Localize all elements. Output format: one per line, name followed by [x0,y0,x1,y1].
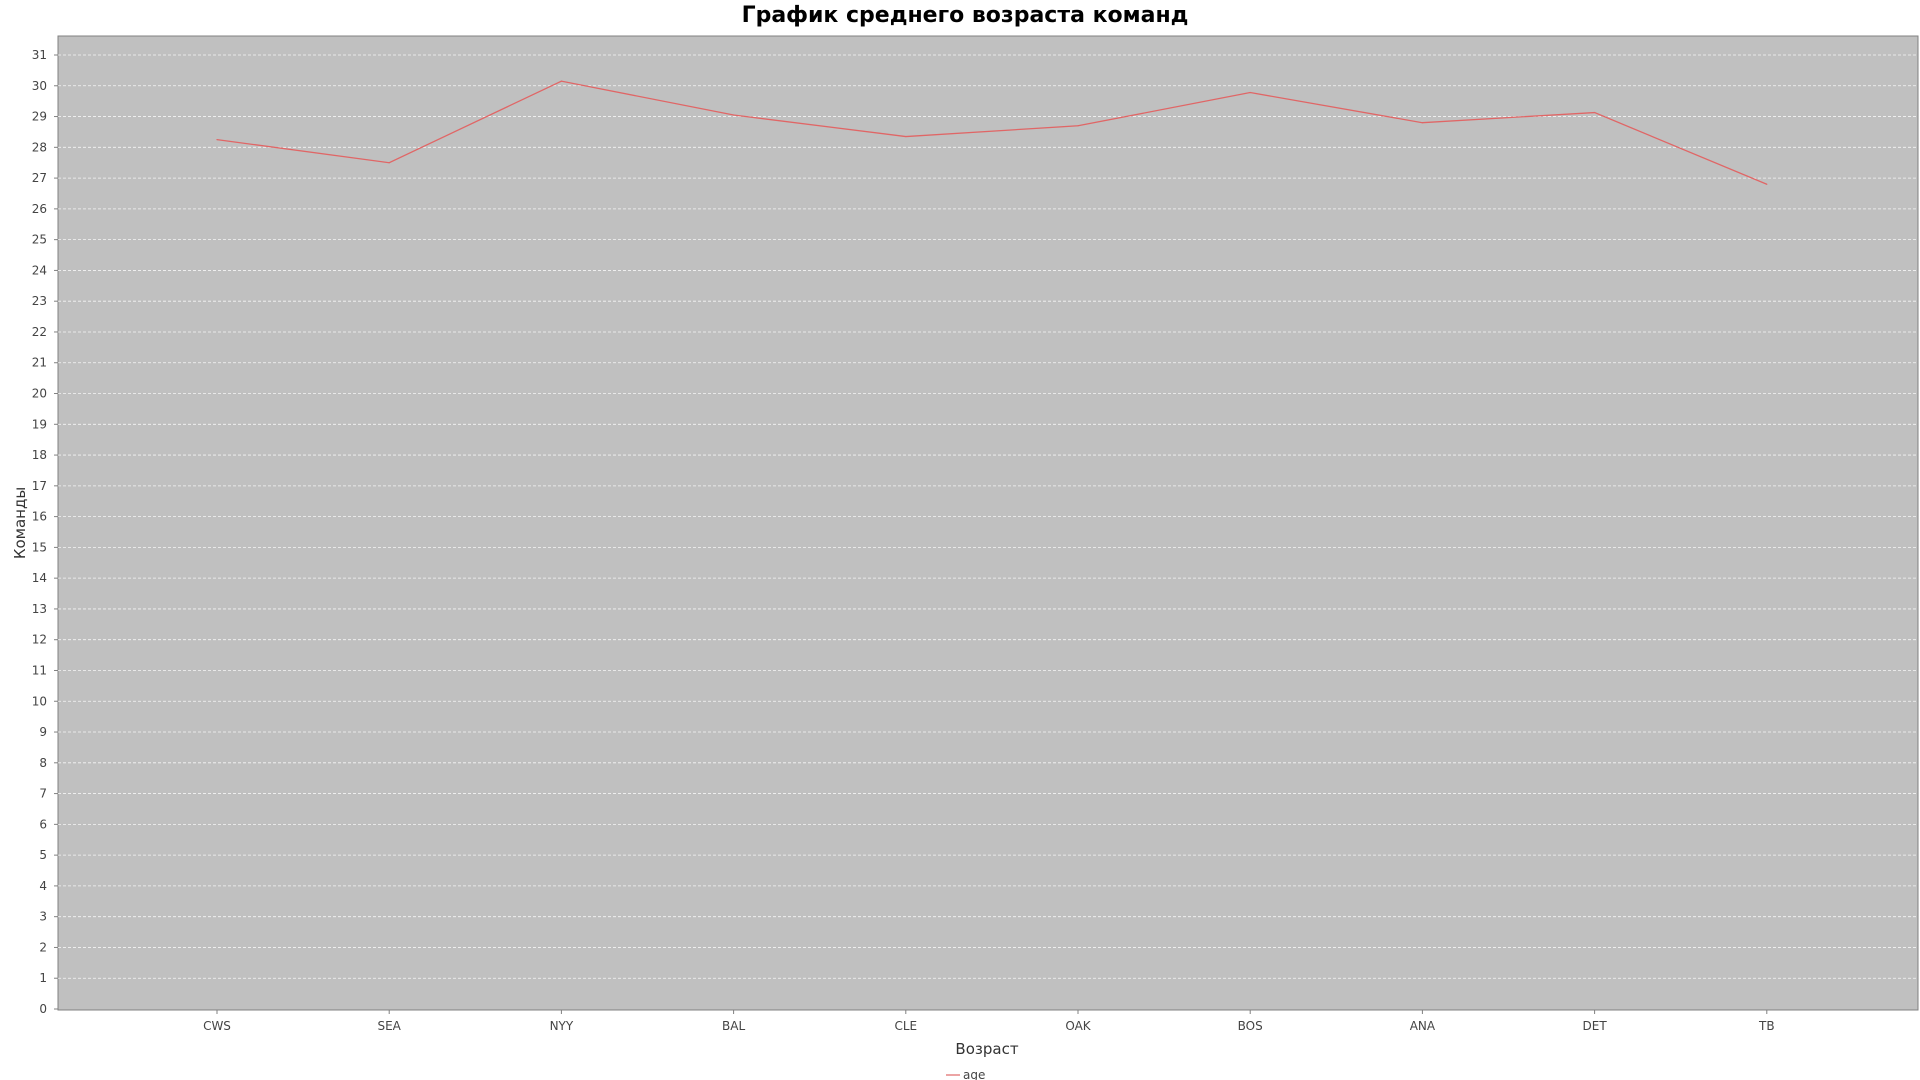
y-tick-label: 28 [32,140,47,154]
grid-lines [58,54,1918,979]
chart-title: График среднего возраста команд [742,3,1189,28]
y-tick-label: 2 [39,940,47,954]
y-tick-label: 31 [32,48,47,62]
y-axis-ticks: 0123456789101112131415161718192021222324… [32,48,58,1016]
data-point-age [1249,91,1251,94]
legend: age [946,1068,985,1080]
x-tick-label: DET [1583,1019,1608,1033]
y-tick-label: 8 [39,756,47,770]
series-line-age [216,80,1768,185]
data-point-age [216,139,218,141]
plot-area [57,35,1919,1011]
y-tick-label: 30 [32,79,47,93]
y-tick-label: 19 [32,417,47,431]
data-point-age [1421,122,1423,124]
y-tick-label: 21 [32,356,47,370]
y-tick-label: 24 [32,263,47,277]
y-tick-label: 9 [39,725,47,739]
y-tick-label: 26 [32,202,47,216]
x-tick-label: TB [1758,1019,1775,1033]
y-tick-label: 17 [32,479,47,493]
y-tick-label: 4 [39,879,47,893]
x-tick-label: BAL [722,1019,745,1033]
y-tick-label: 16 [32,510,47,524]
x-axis-ticks: CWS SEA NYY BAL CLE OAK BOS ANA DET TB [203,1010,1775,1033]
y-tick-label: 12 [32,633,47,647]
y-tick-label: 22 [32,325,47,339]
y-tick-label: 15 [32,540,47,554]
x-tick-label: CWS [203,1019,231,1033]
x-tick-label: NYY [550,1019,574,1033]
data-point-age [388,162,390,164]
x-tick-label: ANA [1410,1019,1436,1033]
y-tick-label: 25 [32,233,47,247]
data-point-age [560,80,563,82]
x-tick-label: SEA [377,1019,401,1033]
data-point-age [733,114,735,116]
y-tick-label: 11 [32,663,47,677]
y-tick-label: 13 [32,602,47,616]
y-tick-label: 18 [32,448,47,462]
y-tick-label: 0 [39,1002,47,1016]
y-tick-label: 27 [32,171,47,185]
legend-label-age: age [963,1068,985,1080]
y-tick-label: 23 [32,294,47,308]
y-tick-label: 29 [32,110,47,124]
data-point-age [1766,183,1768,185]
y-axis-label: Команды [11,487,29,559]
y-tick-label: 7 [39,787,47,801]
y-tick-label: 14 [32,571,47,585]
data-point-age [1077,125,1079,127]
y-tick-label: 5 [39,848,47,862]
y-tick-label: 1 [39,971,47,985]
y-tick-label: 10 [32,694,47,708]
data-point-age [905,135,907,138]
y-tick-label: 3 [39,910,47,924]
y-tick-label: 20 [32,387,47,401]
x-tick-label: BOS [1238,1019,1263,1033]
series-group [216,80,1768,185]
y-tick-label: 6 [39,817,47,831]
data-point-age [1594,111,1596,114]
x-tick-label: OAK [1065,1019,1091,1033]
x-axis-label: Возраст [955,1040,1018,1058]
x-tick-label: CLE [894,1019,917,1033]
